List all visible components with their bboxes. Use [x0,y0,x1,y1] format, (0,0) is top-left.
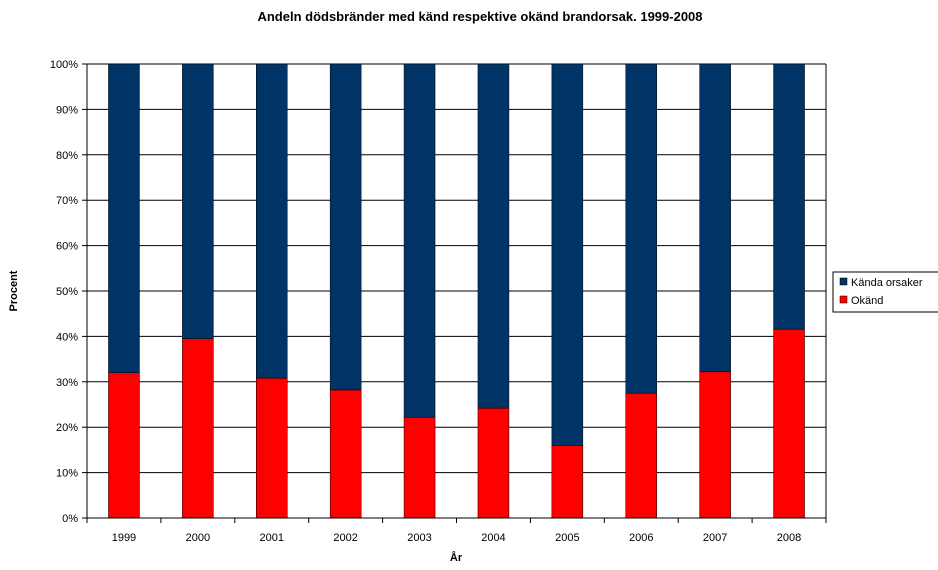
y-tick-label: 20% [56,422,78,434]
y-tick-label: 40% [56,331,78,343]
x-tick-label: 2007 [703,532,727,544]
legend-label-kanda: Kända orsaker [851,277,923,289]
y-axis-label: Procent [8,270,20,311]
x-tick-label: 2000 [186,532,210,544]
bar-kända-orsaker-2001 [256,63,288,379]
bar-okänd-2002 [329,389,362,519]
bar-okänd-2003 [403,416,436,519]
bar-kända-orsaker-2006 [625,63,657,394]
x-tick-label: 2002 [333,532,357,544]
bar-okänd-2008 [773,328,805,519]
bar-okänd-1999 [108,372,140,519]
axes: 0% 10% 20% 30% 40% 50% 60% 70% 80% 90% 100% 1999 200… [50,59,827,544]
legend-swatch-kanda [839,277,848,286]
legend-swatch-okand [839,295,848,304]
x-tick-label: 2008 [777,532,801,544]
x-tick-label: 2004 [481,532,505,544]
y-tick-label: 70% [56,195,78,207]
bar-kända-orsaker-2005 [551,63,584,446]
bar-kända-orsaker-2000 [182,63,214,339]
bar-kända-orsaker-2008 [773,63,805,330]
x-tick-label: 1999 [112,532,136,544]
x-axis-label: År [450,551,463,564]
bar-okänd-2005 [551,445,584,519]
bar-okänd-2007 [699,371,731,519]
y-tick-label: 0% [62,513,78,525]
x-tick-label: 2006 [629,532,653,544]
y-tick-label: 100% [50,59,78,71]
x-tick-label: 2003 [407,532,431,544]
y-tick-label: 60% [56,241,78,253]
y-tick-label: 50% [56,286,78,298]
bar-kända-orsaker-2003 [403,63,436,418]
bar-kända-orsaker-1999 [108,63,140,373]
legend-box [832,271,938,313]
bar-okänd-2000 [182,338,214,519]
x-tick-label: 2005 [555,532,579,544]
bar-kända-orsaker-2007 [699,63,731,373]
chart-title: Andeln dödsbränder med känd respektive o… [257,9,702,24]
y-tick-label: 80% [56,150,78,162]
bar-okänd-2004 [477,407,510,519]
x-tick-label: 2001 [260,532,284,544]
y-tick-label: 30% [56,377,78,389]
y-tick-label: 90% [56,104,78,116]
legend-label-okand: Okänd [851,295,883,307]
bar-kända-orsaker-2002 [329,63,362,391]
bars [108,63,805,519]
bar-kända-orsaker-2004 [477,63,510,409]
y-tick-label: 10% [56,468,78,480]
bar-okänd-2001 [256,377,288,519]
legend: Kända orsaker Okänd [832,271,938,313]
bar-okänd-2006 [625,392,657,519]
